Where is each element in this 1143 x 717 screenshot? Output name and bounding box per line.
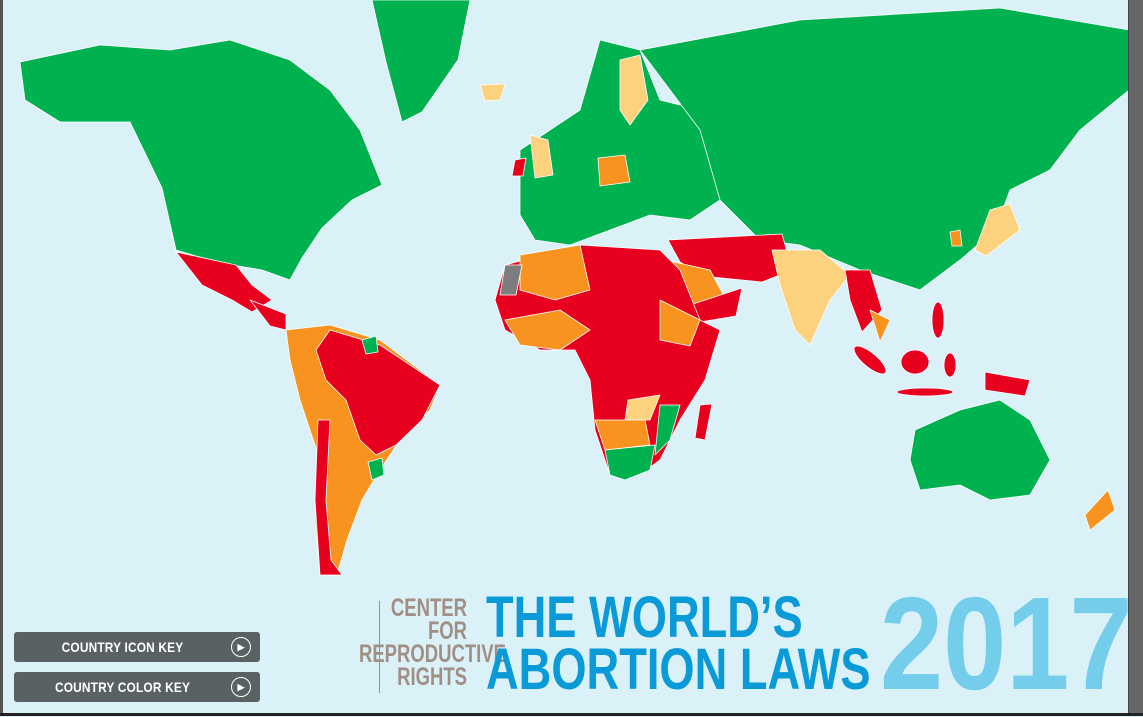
region-philippines[interactable] xyxy=(931,301,945,339)
country-icon-key-button[interactable]: COUNTRY ICON KEY ▶ xyxy=(14,632,260,662)
region-korea[interactable] xyxy=(949,229,963,247)
region-uk[interactable] xyxy=(529,134,554,179)
logo-divider xyxy=(379,601,380,693)
region-uruguay[interactable] xyxy=(367,457,385,481)
window-edge-right xyxy=(1128,0,1143,716)
logo-line: RIGHTS xyxy=(397,663,467,691)
region-guyana[interactable] xyxy=(361,335,379,355)
title-line-1: THE WORLD’S xyxy=(486,585,803,650)
region-mozambique[interactable] xyxy=(654,404,681,456)
region-papua[interactable] xyxy=(984,371,1031,397)
logo-line: CENTER xyxy=(390,594,467,622)
region-new-zealand[interactable] xyxy=(1084,489,1116,531)
title-line-2: ABORTION LAWS xyxy=(486,637,871,702)
region-west-africa[interactable] xyxy=(504,309,591,351)
region-ethiopia[interactable] xyxy=(659,299,701,347)
region-western-sahara[interactable] xyxy=(499,264,523,296)
region-australia[interactable] xyxy=(909,399,1051,501)
logo-line: REPRODUCTIVE xyxy=(358,640,506,668)
region-vietnam[interactable] xyxy=(869,309,891,343)
region-madagascar[interactable] xyxy=(694,403,713,441)
region-greenland[interactable] xyxy=(371,0,471,123)
region-ireland[interactable] xyxy=(511,157,527,177)
region-finland[interactable] xyxy=(619,54,649,126)
region-india[interactable] xyxy=(771,249,851,346)
title-year: 2017 xyxy=(880,570,1133,717)
center-for-reproductive-rights-logo: CENTER FOR REPRODUCTIVE RIGHTS xyxy=(321,594,506,693)
country-icon-key-label: COUNTRY ICON KEY xyxy=(61,639,184,655)
region-japan[interactable] xyxy=(974,203,1021,257)
region-poland[interactable] xyxy=(597,154,631,187)
play-circle-icon: ▶ xyxy=(231,677,251,697)
region-north-africa[interactable] xyxy=(519,244,591,301)
region-borneo[interactable] xyxy=(900,349,930,375)
window-edge-bottom xyxy=(0,713,1143,716)
region-java[interactable] xyxy=(896,387,954,397)
region-sulawesi[interactable] xyxy=(943,352,957,378)
region-southern-africa[interactable] xyxy=(594,419,651,451)
region-brazil[interactable] xyxy=(315,329,441,456)
play-circle-icon: ▶ xyxy=(231,637,251,657)
region-central-america[interactable] xyxy=(249,299,287,331)
logo-line: FOR xyxy=(427,617,467,645)
region-sumatra[interactable] xyxy=(850,342,890,378)
region-north-america[interactable] xyxy=(19,39,383,281)
region-chile[interactable] xyxy=(314,419,343,576)
region-south-africa[interactable] xyxy=(604,444,656,481)
window-edge-left xyxy=(0,0,3,716)
page-title: THE WORLD’S ABORTION LAWS xyxy=(486,585,979,702)
country-color-key-label: COUNTRY COLOR KEY xyxy=(54,679,191,695)
country-color-key-button[interactable]: COUNTRY COLOR KEY ▶ xyxy=(14,672,260,702)
region-tanzania[interactable] xyxy=(624,394,661,421)
region-iceland[interactable] xyxy=(479,83,506,102)
